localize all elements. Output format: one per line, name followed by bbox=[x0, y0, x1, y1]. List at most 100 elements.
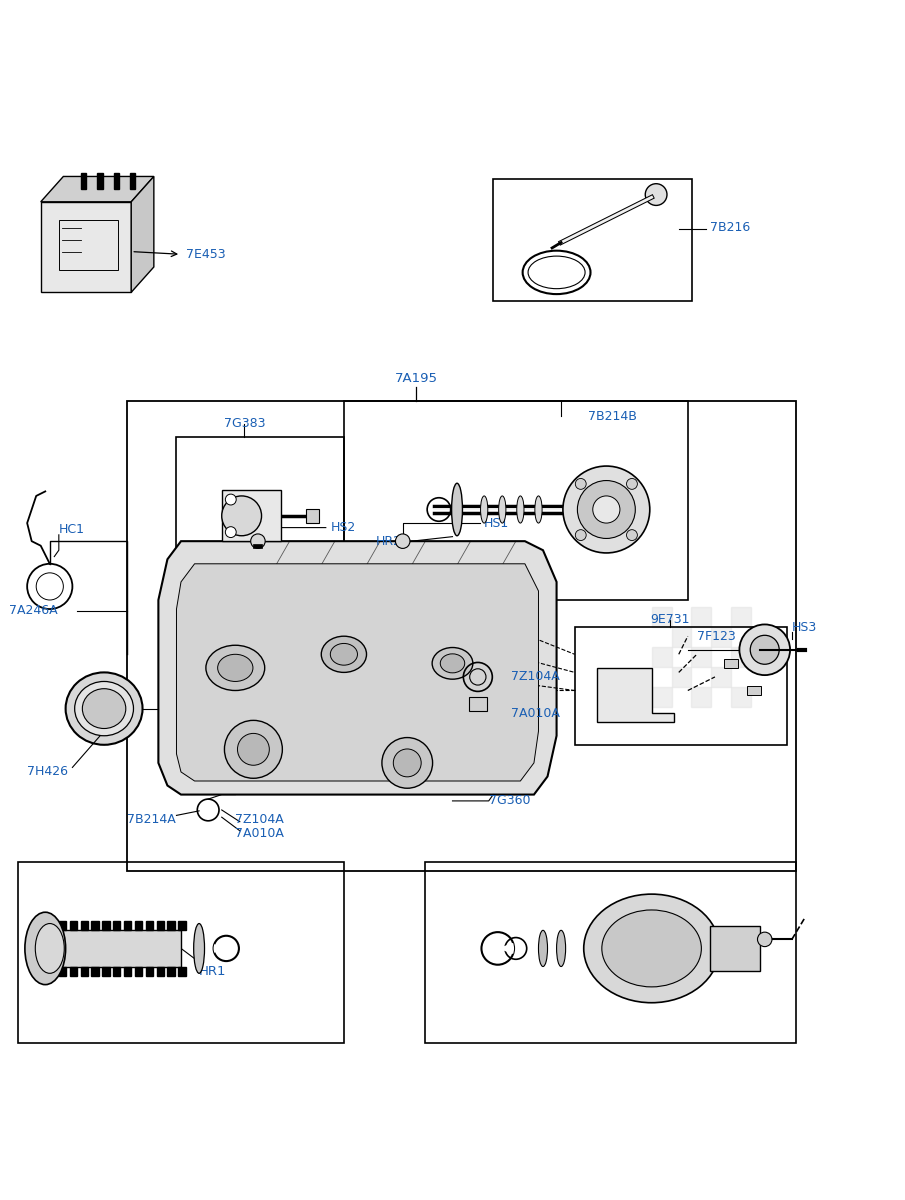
Circle shape bbox=[593, 496, 620, 523]
Bar bbox=[135, 966, 142, 976]
Text: 7B214B: 7B214B bbox=[588, 409, 637, 422]
Circle shape bbox=[576, 529, 586, 540]
Text: 7Z104A: 7Z104A bbox=[511, 671, 560, 684]
Bar bbox=[146, 922, 153, 930]
Circle shape bbox=[576, 479, 586, 490]
Text: 7F123: 7F123 bbox=[697, 630, 736, 643]
Wedge shape bbox=[498, 943, 514, 954]
Circle shape bbox=[225, 494, 236, 505]
Polygon shape bbox=[176, 564, 538, 781]
Ellipse shape bbox=[66, 672, 143, 745]
Circle shape bbox=[222, 496, 262, 535]
Text: HR2: HR2 bbox=[376, 535, 402, 547]
Ellipse shape bbox=[321, 636, 367, 672]
Ellipse shape bbox=[82, 689, 126, 728]
Bar bbox=[731, 686, 751, 707]
Bar bbox=[672, 628, 691, 647]
Polygon shape bbox=[41, 202, 131, 293]
Bar bbox=[70, 922, 77, 930]
Bar bbox=[747, 686, 761, 695]
Bar bbox=[157, 922, 164, 930]
Bar bbox=[652, 607, 672, 628]
Ellipse shape bbox=[602, 910, 701, 986]
Circle shape bbox=[224, 720, 282, 779]
Polygon shape bbox=[41, 176, 154, 202]
Ellipse shape bbox=[433, 648, 472, 679]
Ellipse shape bbox=[535, 496, 542, 523]
Ellipse shape bbox=[538, 930, 548, 966]
Ellipse shape bbox=[194, 924, 205, 973]
Text: scuderia: scuderia bbox=[170, 547, 518, 617]
Ellipse shape bbox=[584, 894, 719, 1003]
Bar bbox=[102, 966, 110, 976]
Bar bbox=[178, 966, 186, 976]
Bar bbox=[711, 667, 731, 686]
Bar bbox=[130, 173, 136, 190]
Text: 7G360: 7G360 bbox=[489, 794, 530, 808]
Text: HS2: HS2 bbox=[330, 521, 356, 534]
Bar bbox=[102, 922, 110, 930]
Polygon shape bbox=[131, 176, 154, 293]
Bar bbox=[124, 922, 131, 930]
Bar bbox=[124, 966, 131, 976]
Bar bbox=[691, 686, 711, 707]
Bar bbox=[81, 173, 87, 190]
Bar bbox=[711, 628, 731, 647]
Bar bbox=[710, 926, 760, 971]
Bar bbox=[59, 220, 118, 270]
Text: 7Z104A: 7Z104A bbox=[235, 812, 284, 826]
Bar bbox=[167, 922, 175, 930]
Ellipse shape bbox=[218, 654, 253, 682]
Ellipse shape bbox=[440, 654, 465, 673]
Bar bbox=[70, 966, 77, 976]
Bar bbox=[114, 173, 119, 190]
Text: 7G383: 7G383 bbox=[224, 418, 265, 430]
Bar bbox=[652, 647, 672, 667]
Bar bbox=[222, 491, 281, 541]
Text: 7A010A: 7A010A bbox=[235, 827, 284, 840]
Bar bbox=[672, 667, 691, 686]
Bar bbox=[146, 966, 153, 976]
Bar bbox=[178, 922, 186, 930]
Text: HS3: HS3 bbox=[792, 620, 817, 634]
Polygon shape bbox=[597, 668, 674, 722]
Circle shape bbox=[757, 932, 772, 947]
Bar bbox=[731, 607, 751, 628]
Circle shape bbox=[251, 534, 265, 548]
Circle shape bbox=[626, 479, 637, 490]
Ellipse shape bbox=[330, 643, 357, 665]
Circle shape bbox=[225, 527, 236, 538]
Ellipse shape bbox=[557, 930, 566, 966]
Text: HR1: HR1 bbox=[199, 965, 226, 978]
Ellipse shape bbox=[481, 496, 488, 523]
Text: HS1: HS1 bbox=[484, 516, 510, 529]
Bar bbox=[113, 966, 120, 976]
Bar bbox=[113, 922, 120, 930]
Text: HC1: HC1 bbox=[59, 523, 85, 536]
Circle shape bbox=[237, 733, 270, 766]
Polygon shape bbox=[158, 541, 557, 794]
Ellipse shape bbox=[499, 496, 506, 523]
Wedge shape bbox=[214, 944, 226, 953]
Bar bbox=[306, 509, 319, 523]
Ellipse shape bbox=[35, 924, 64, 973]
Bar bbox=[167, 966, 175, 976]
Ellipse shape bbox=[74, 682, 134, 736]
Ellipse shape bbox=[517, 496, 524, 523]
Bar bbox=[135, 922, 142, 930]
Circle shape bbox=[577, 480, 635, 539]
Text: 7H426: 7H426 bbox=[27, 766, 68, 779]
Bar bbox=[157, 966, 164, 976]
Circle shape bbox=[739, 624, 790, 676]
Bar bbox=[691, 607, 711, 628]
Bar bbox=[724, 659, 738, 668]
Text: 7A010A: 7A010A bbox=[511, 707, 560, 720]
Text: 7A246A: 7A246A bbox=[9, 605, 58, 617]
Bar bbox=[731, 647, 751, 667]
Ellipse shape bbox=[206, 646, 264, 690]
Polygon shape bbox=[54, 930, 181, 966]
Bar bbox=[91, 922, 99, 930]
Text: 9E731: 9E731 bbox=[650, 613, 690, 626]
Bar bbox=[59, 922, 66, 930]
Bar bbox=[469, 697, 487, 712]
